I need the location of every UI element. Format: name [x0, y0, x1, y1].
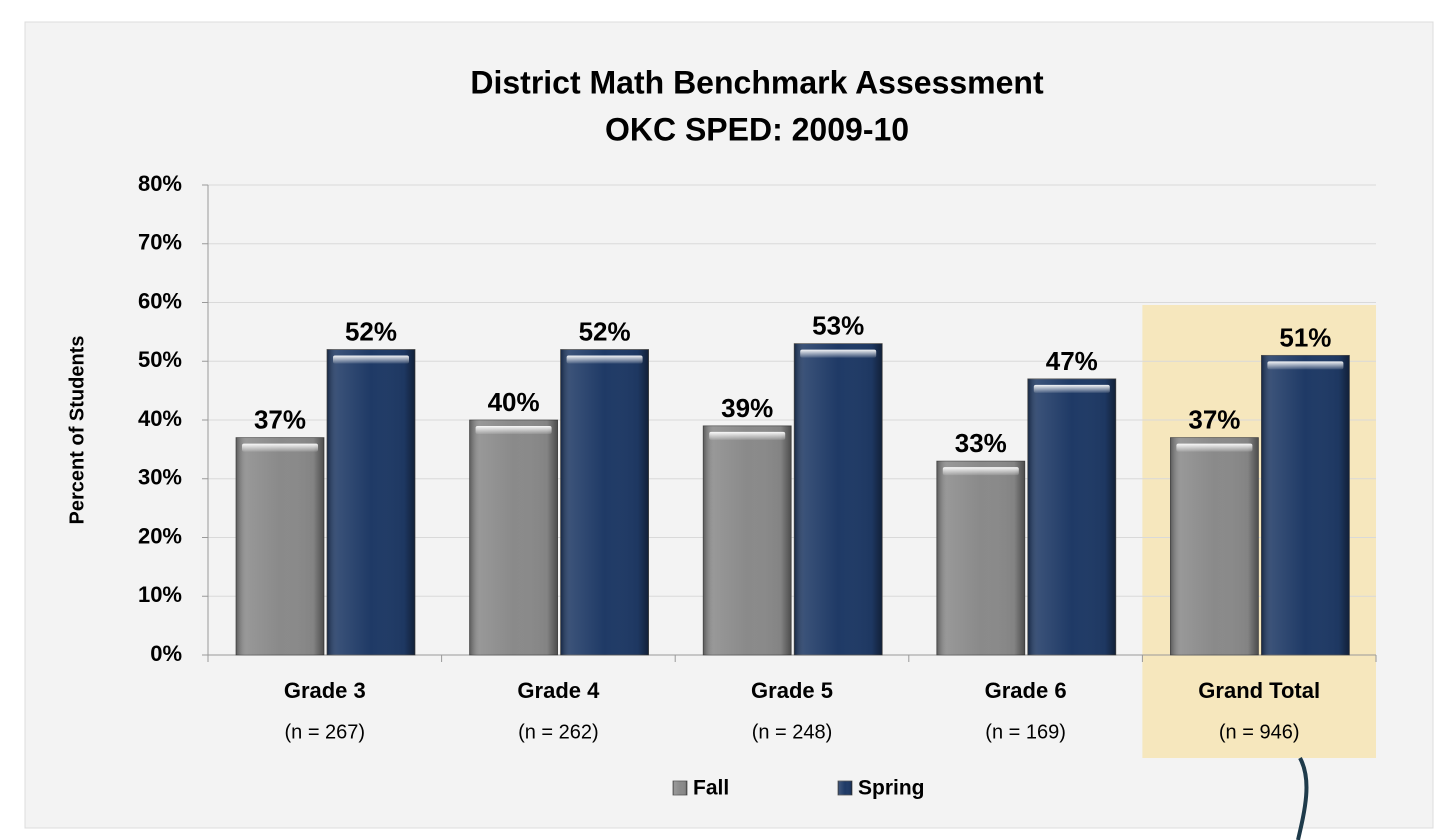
category-note: (n = 248) — [752, 721, 833, 743]
data-label: 47% — [1046, 346, 1098, 376]
y-tick-label: 30% — [138, 465, 182, 490]
bar-shine — [1033, 384, 1110, 393]
decoration — [1296, 757, 1309, 840]
category-note: (n = 267) — [284, 721, 365, 743]
data-label: 40% — [488, 387, 540, 417]
x-tick-label: Grade 4 — [517, 678, 600, 703]
bar-bevel — [560, 349, 649, 655]
x-tick-label: Grade 5 — [751, 678, 833, 703]
x-tick-label: Grand Total — [1198, 678, 1320, 703]
y-tick-label: 40% — [138, 406, 182, 431]
bar-shine — [566, 355, 643, 364]
bar-shine — [800, 349, 877, 358]
bar-shine — [475, 426, 552, 434]
y-tick-label: 10% — [138, 582, 182, 607]
data-label: 53% — [812, 311, 864, 341]
bar-bevel — [1261, 355, 1350, 655]
x-tick-label: Grade 3 — [284, 678, 366, 703]
data-label: 51% — [1279, 322, 1331, 352]
y-axis-label: Percent of Students — [66, 336, 88, 525]
bar-bevel — [1027, 378, 1116, 655]
data-label: 33% — [955, 428, 1007, 458]
y-tick-label: 20% — [138, 523, 182, 548]
data-label: 52% — [345, 316, 397, 346]
bar-shine — [709, 431, 786, 440]
y-tick-label: 70% — [138, 230, 182, 255]
x-tick-label: Grade 6 — [985, 678, 1067, 703]
bar-bevel — [794, 343, 883, 655]
bar-bevel — [1170, 437, 1259, 655]
y-tick-label: 60% — [138, 288, 182, 313]
y-tick-label: 50% — [138, 347, 182, 372]
y-tick-label: 0% — [150, 641, 182, 666]
y-tick-label: 80% — [138, 171, 182, 196]
category-note: (n = 169) — [985, 721, 1066, 743]
bar-bevel — [236, 437, 324, 655]
data-label: 39% — [721, 393, 773, 423]
bar-shine — [333, 355, 409, 364]
chart-title: District Math Benchmark Assessment — [470, 64, 1044, 100]
bar-shine — [942, 467, 1019, 476]
bar-bevel — [936, 461, 1025, 655]
bar-bevel — [469, 420, 558, 655]
legend-label: Fall — [693, 777, 729, 800]
data-label: 37% — [1188, 405, 1240, 435]
category-note: (n = 946) — [1219, 721, 1300, 743]
bar-shine — [1176, 443, 1253, 452]
legend-label: Spring — [858, 777, 925, 800]
data-label: 37% — [254, 405, 306, 435]
legend-swatch-bevel — [673, 781, 687, 795]
bar-bevel — [327, 349, 415, 655]
bar-shine — [242, 443, 318, 452]
bar-bevel — [703, 425, 792, 655]
data-label: 52% — [579, 316, 631, 346]
chart-subtitle: OKC SPED: 2009-10 — [605, 111, 909, 147]
category-note: (n = 262) — [518, 721, 599, 743]
legend-swatch-bevel — [838, 781, 852, 795]
bar-shine — [1267, 361, 1344, 370]
